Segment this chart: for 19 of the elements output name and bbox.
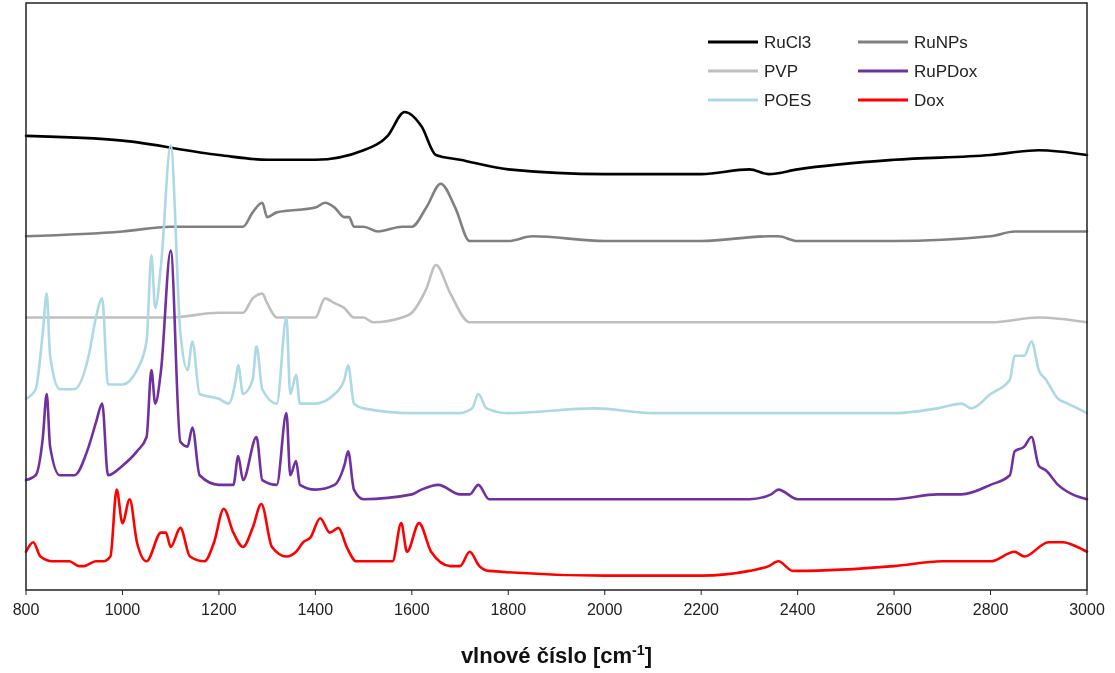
legend-label: POES	[764, 91, 812, 110]
x-tick-label: 1600	[394, 601, 430, 618]
x-tick-label: 1000	[104, 601, 141, 618]
legend-label: RuPDox	[914, 62, 978, 81]
legend-label: PVP	[764, 62, 799, 81]
x-tick-label: 3000	[1069, 601, 1105, 618]
x-axis-title: vlnové číslo [cm$^{-1}$]	[460, 642, 653, 668]
x-tick-label: 2400	[779, 601, 816, 618]
x-tick-label: 800	[12, 601, 40, 618]
legend-label: RuCl3	[764, 33, 812, 52]
x-tick-label: 2800	[972, 601, 1009, 618]
x-tick-label: 2200	[683, 601, 720, 618]
x-tick-label: 1200	[201, 601, 237, 618]
x-tick-label: 2000	[586, 601, 623, 618]
x-tick-label: 1800	[490, 601, 527, 618]
legend-label: RuNPs	[914, 33, 968, 52]
legend-label: Dox	[914, 91, 945, 110]
x-tick-label: 1400	[297, 601, 334, 618]
x-tick-label: 2600	[876, 601, 912, 618]
